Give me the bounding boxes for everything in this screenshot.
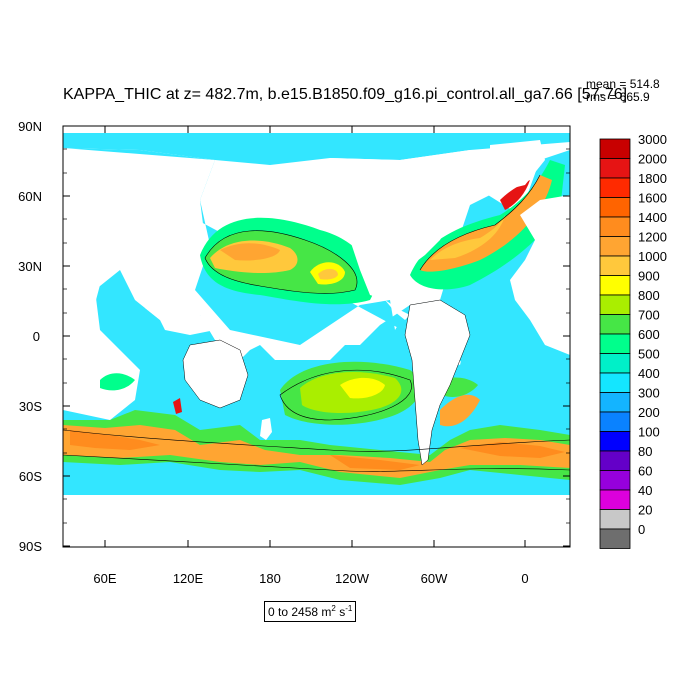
colorbar-label: 1600: [638, 191, 667, 206]
lat-label-60s: 60S: [19, 469, 42, 484]
colorbar-swatch: [599, 216, 631, 237]
colorbar-label: 600: [638, 327, 660, 342]
lon-ticks: [104, 126, 526, 547]
southern-ocean-band: [63, 398, 570, 485]
colorbar-swatch: [599, 392, 631, 413]
colorbar-label: 1800: [638, 171, 667, 186]
colorbar-swatch: [599, 158, 631, 179]
mean-stat: mean = 514.8: [586, 77, 660, 91]
lat-labels: 90N 60N 30N 0 30S 60S 90S: [18, 119, 42, 554]
lat-label-0: 0: [33, 329, 40, 344]
colorbar-swatch: [599, 294, 631, 315]
colorbar-swatch: [599, 431, 631, 452]
colorbar-label: 1400: [638, 210, 667, 225]
north-atlantic-band: [410, 160, 565, 290]
range-unit: m: [321, 605, 332, 619]
lon-label-120e: 120E: [173, 571, 204, 586]
colorbar-swatch: [599, 509, 631, 530]
colorbar-label: 40: [638, 483, 652, 498]
colorbar-swatch: [599, 411, 631, 432]
colorbar-label: 1200: [638, 230, 667, 245]
colorbar-label: 800: [638, 288, 660, 303]
land: [63, 140, 570, 547]
contour-lines: [63, 174, 570, 472]
colorbar-label: 500: [638, 347, 660, 362]
lon-label-0: 0: [521, 571, 528, 586]
lon-label-60w: 60W: [421, 571, 448, 586]
colorbar-swatch: [599, 177, 631, 198]
colorbar-label: 200: [638, 405, 660, 420]
range-unit-tail-exp: -1: [345, 604, 353, 613]
colorbar-swatch: [599, 353, 631, 374]
colorbar-label: 300: [638, 386, 660, 401]
colorbar-swatch: [599, 314, 631, 335]
colorbar-swatch: [599, 197, 631, 218]
map-panel: [63, 126, 570, 547]
rms-stat: rms = 665.9: [586, 90, 650, 104]
colorbar-swatch: [599, 275, 631, 296]
colorbar-label: 700: [638, 308, 660, 323]
arctic-edge: [63, 126, 570, 133]
lon-labels: 60E 120E 180 120W 60W 0: [93, 571, 528, 586]
lon-label-180: 180: [259, 571, 281, 586]
colorbar-swatch: [599, 528, 631, 549]
lon-label-60e: 60E: [93, 571, 116, 586]
colorbar-label: 1000: [638, 249, 667, 264]
range-text: 0 to 2458: [268, 605, 319, 619]
colorbar-label: 0: [638, 522, 645, 537]
colorbar-swatch: [599, 470, 631, 491]
lat-label-90n: 90N: [18, 119, 42, 134]
lat-label-60n: 60N: [18, 189, 42, 204]
colorbar-swatch: [599, 333, 631, 354]
stats-box: mean = 514.8 rms = 665.9: [586, 78, 660, 104]
lat-label-90s: 90S: [19, 539, 42, 554]
colorbar-label: 60: [638, 464, 652, 479]
range-unit-exp: 2: [331, 604, 336, 613]
lat-label-30n: 30N: [18, 259, 42, 274]
colorbar-label: 900: [638, 269, 660, 284]
colorbar-swatch: [599, 372, 631, 393]
colorbar: 3000200018001600140012001000900800700600…: [599, 132, 667, 549]
plot-title: KAPPA_THIC at z= 482.7m, b.e15.B1850.f09…: [63, 86, 628, 103]
lat-minor-ticks: [63, 148, 570, 524]
lat-label-30s: 30S: [19, 399, 42, 414]
range-label: 0 to 2458 m2 s-1: [264, 601, 357, 622]
lat-ticks: [63, 125, 570, 547]
colorbar-swatch: [599, 450, 631, 471]
colorbar-swatch: [599, 236, 631, 257]
colorbar-swatch: [599, 138, 631, 159]
colorbar-label: 20: [638, 503, 652, 518]
south-pacific-gyre: [280, 361, 421, 425]
colorbar-swatch: [599, 255, 631, 276]
colorbar-label: 100: [638, 425, 660, 440]
range-unit-tail: s: [339, 605, 346, 619]
colorbar-swatch: [599, 489, 631, 510]
colorbar-label: 2000: [638, 152, 667, 167]
colorbar-label: 80: [638, 444, 652, 459]
colorbar-label: 3000: [638, 132, 667, 147]
coastlines: [182, 299, 471, 466]
colorbar-label: 400: [638, 366, 660, 381]
lon-label-120w: 120W: [335, 571, 370, 586]
